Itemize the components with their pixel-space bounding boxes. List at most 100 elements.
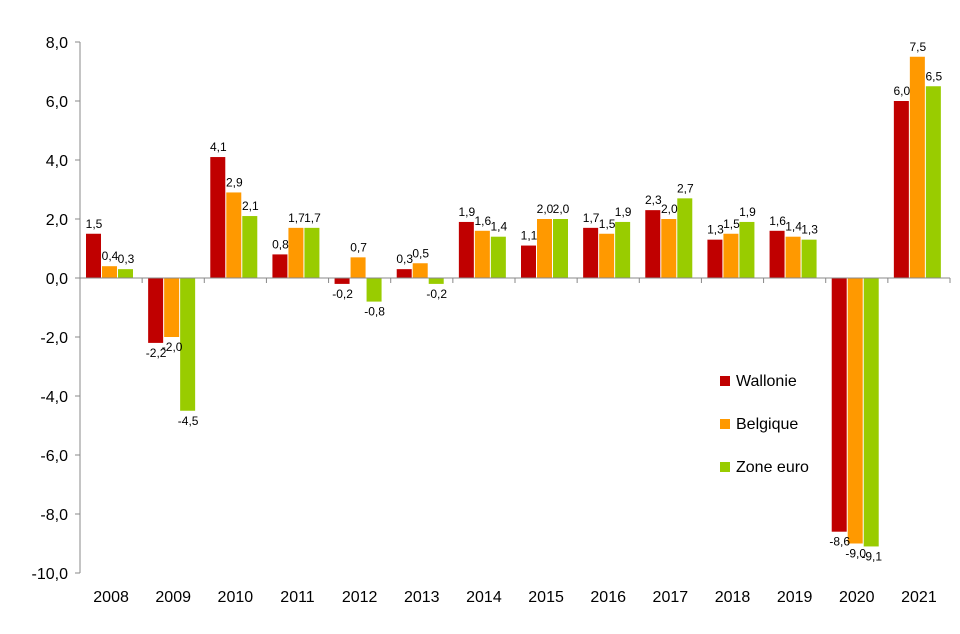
data-labels: 1,5 -2,2 4,1 0,8 -0,2 0,3 1,9 1,1 1,7 2,3 1,3 1,6 -8… xyxy=(86,40,943,564)
bar-belgique xyxy=(474,230,490,278)
y-tick-label: 4,0 xyxy=(46,153,68,170)
y-tick-label: 2,0 xyxy=(46,212,68,229)
bar-wallonie xyxy=(645,210,661,278)
bar-zone-euro xyxy=(553,219,568,278)
data-label: 6,0 xyxy=(894,84,911,98)
x-tick-label: 2012 xyxy=(342,589,378,606)
data-label: 1,3 xyxy=(801,223,818,237)
data-label: 0,5 xyxy=(412,246,429,260)
y-tick-label: 8,0 xyxy=(46,35,68,52)
data-label: -2,2 xyxy=(146,346,167,360)
bar-wallonie xyxy=(831,278,847,532)
data-label: 0,8 xyxy=(272,237,289,251)
data-label: 1,7 xyxy=(304,211,321,225)
bar-belgique xyxy=(537,219,552,278)
bar-wallonie xyxy=(583,227,599,278)
x-tick-label: 2018 xyxy=(715,589,751,606)
x-tick-label: 2010 xyxy=(218,589,254,606)
bar-wallonie xyxy=(707,239,723,278)
bars xyxy=(86,56,941,547)
data-label: -8,6 xyxy=(829,535,850,549)
x-tick-label: 2017 xyxy=(653,589,689,606)
bar-zone-euro xyxy=(366,278,382,302)
data-label: -4,5 xyxy=(178,414,199,428)
legend-swatch xyxy=(720,462,730,472)
data-label: 1,4 xyxy=(785,220,802,234)
bar-zone-euro xyxy=(304,227,320,278)
legend-swatch xyxy=(720,419,730,429)
bar-belgique xyxy=(599,233,615,278)
data-label: 1,5 xyxy=(723,217,740,231)
data-label: 0,4 xyxy=(102,249,119,263)
data-label: 1,6 xyxy=(475,214,492,228)
data-label: 2,3 xyxy=(645,193,662,207)
bar-wallonie xyxy=(521,245,536,278)
data-label: 1,1 xyxy=(521,229,538,243)
legend-label: Belgique xyxy=(736,416,798,433)
data-label: 1,9 xyxy=(459,205,476,219)
data-label: -2,0 xyxy=(162,340,183,354)
y-tick-label: -8,0 xyxy=(40,507,68,524)
x-tick-label: 2009 xyxy=(155,589,191,606)
bar-zone-euro xyxy=(615,221,631,278)
bar-belgique xyxy=(723,233,739,278)
bar-zone-euro xyxy=(739,221,755,278)
legend-swatch xyxy=(720,376,730,386)
bar-wallonie xyxy=(396,269,412,278)
bar-zone-euro xyxy=(677,198,693,278)
bar-zone-euro xyxy=(863,278,879,547)
y-tick-label: -2,0 xyxy=(40,330,68,347)
data-label: 2,0 xyxy=(537,202,554,216)
data-label: 0,7 xyxy=(350,240,367,254)
y-tick-label: 6,0 xyxy=(46,94,68,111)
bar-belgique xyxy=(164,278,180,337)
y-tick-label: -10,0 xyxy=(32,566,69,583)
data-label: 1,7 xyxy=(288,211,305,225)
x-tick-label: 2016 xyxy=(590,589,626,606)
data-label: 2,0 xyxy=(661,202,678,216)
data-label: 1,4 xyxy=(491,220,508,234)
bar-wallonie xyxy=(210,157,226,278)
bar-belgique xyxy=(288,227,304,278)
y-axis: 8,0 6,0 4,0 2,0 0,0 -2,0 -4,0 -6,0 -8,0 -10,0 xyxy=(32,35,81,583)
data-label: -9,0 xyxy=(845,547,866,561)
data-label: 7,5 xyxy=(910,40,927,54)
y-tick-label: 0,0 xyxy=(46,271,68,288)
x-tick-label: 2014 xyxy=(466,589,502,606)
legend-label: Zone euro xyxy=(736,459,809,476)
data-label: 2,0 xyxy=(553,202,570,216)
data-label: 2,7 xyxy=(677,181,694,195)
bar-belgique xyxy=(847,278,863,544)
data-label: 2,9 xyxy=(226,175,243,189)
data-label: -0,8 xyxy=(364,305,385,319)
bar-belgique xyxy=(226,192,242,278)
bar-wallonie xyxy=(458,221,474,278)
y-tick-label: -6,0 xyxy=(40,448,68,465)
data-label: 2,1 xyxy=(242,199,259,213)
data-label: 1,5 xyxy=(599,217,616,231)
zero-line xyxy=(79,277,951,283)
bar-wallonie xyxy=(148,278,164,343)
x-tick-label: 2011 xyxy=(280,589,315,606)
bar-belgique xyxy=(350,257,366,278)
x-tick-label: 2020 xyxy=(839,589,875,606)
legend: Wallonie Belgique Zone euro xyxy=(720,373,809,476)
x-tick-label: 2013 xyxy=(404,589,440,606)
bar-belgique xyxy=(102,266,117,278)
bar-belgique xyxy=(661,219,677,278)
data-label: 6,5 xyxy=(926,69,943,83)
data-label: 0,3 xyxy=(396,252,413,266)
data-label: -0,2 xyxy=(332,287,353,301)
bar-belgique xyxy=(909,56,925,278)
bar-zone-euro xyxy=(490,236,506,278)
data-label: 1,7 xyxy=(583,211,600,225)
bar-zone-euro xyxy=(925,86,941,278)
data-label: 4,1 xyxy=(210,140,227,154)
data-label: -9,1 xyxy=(861,549,882,563)
bar-zone-euro xyxy=(801,239,817,278)
x-tick-label: 2015 xyxy=(528,589,564,606)
bar-wallonie xyxy=(272,254,288,278)
x-axis: 2008 2009 2010 2011 2012 2013 2014 2015 2016 2017… xyxy=(93,589,937,606)
bar-wallonie xyxy=(769,230,785,278)
